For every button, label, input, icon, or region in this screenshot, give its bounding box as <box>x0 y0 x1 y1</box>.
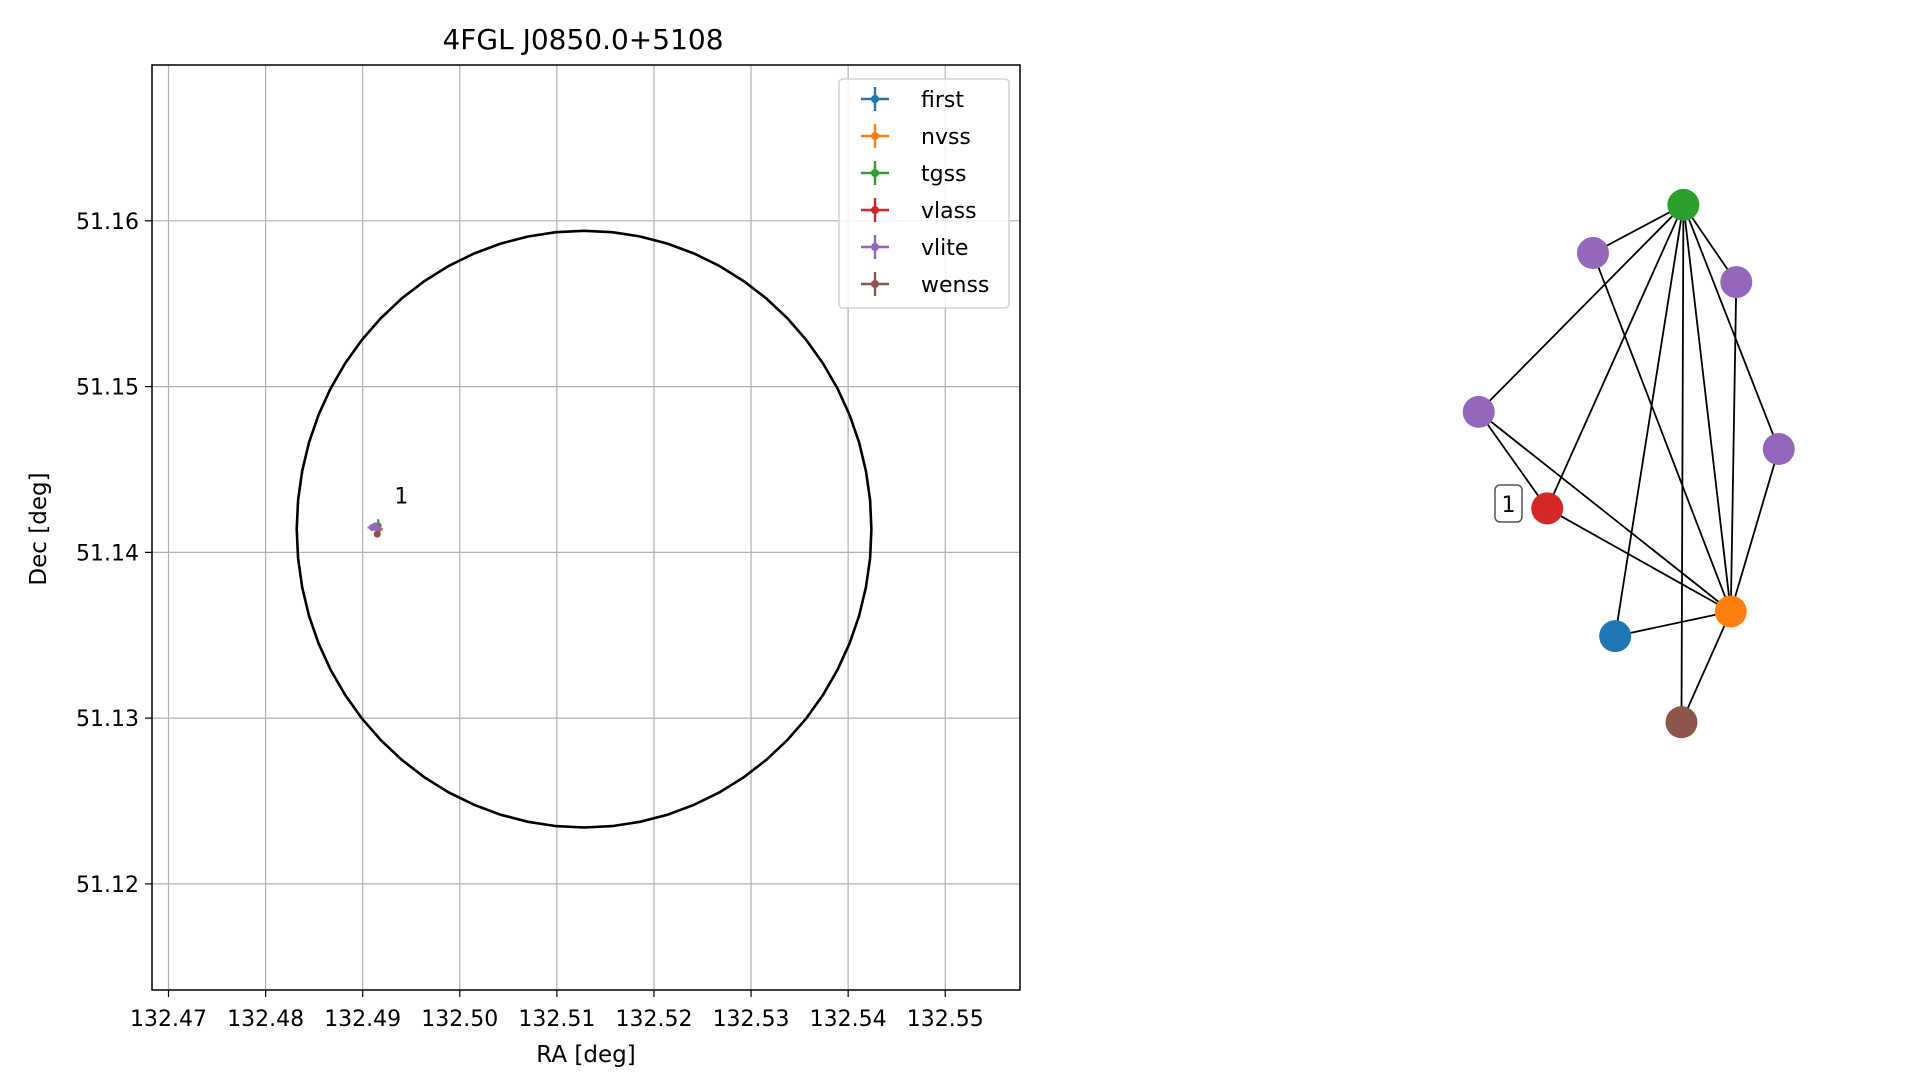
legend-marker-dot <box>871 243 879 251</box>
legend-entry-wenss: wenss <box>861 272 989 298</box>
legend-label: vlite <box>921 236 968 261</box>
legend-marker-dot <box>871 169 879 177</box>
ra-tick-label: 132.51 <box>518 1007 595 1032</box>
sky-plot-title: 4FGL J0850.0+5108 <box>442 23 723 56</box>
edge-tgss-vlite_d <box>1682 204 1780 450</box>
legend-label: vlass <box>921 199 977 224</box>
legend: first nvss tgss vlass vlite wenss <box>838 78 1010 309</box>
edge-tgss-first <box>1614 204 1685 637</box>
node-vlite_b <box>1720 266 1753 299</box>
component-label-text: 1 <box>1502 493 1516 518</box>
ra-tick-label: 132.52 <box>615 1007 692 1032</box>
ra-axis-label: RA [deg] <box>536 1042 635 1068</box>
ra-tick-label: 132.54 <box>810 1007 887 1032</box>
legend-label: nvss <box>921 125 971 150</box>
dec-tick-label: 51.12 <box>76 873 139 898</box>
dec-tick-label: 51.14 <box>76 541 139 566</box>
edge-vlass-nvss <box>1546 507 1732 613</box>
node-wenss <box>1665 706 1698 739</box>
network-nodes-layer <box>1462 188 1795 739</box>
network-graph-panel: 1 <box>1462 188 1795 739</box>
ra-tick-label: 132.48 <box>227 1007 304 1032</box>
legend-label: tgss <box>921 162 967 187</box>
dec-tick-label: 51.15 <box>76 376 139 401</box>
edge-vlite_d-nvss <box>1729 448 1780 612</box>
node-vlite_d <box>1762 433 1795 466</box>
legend-marker-dot <box>871 206 879 214</box>
ra-tick-label: 132.55 <box>907 1007 984 1032</box>
node-vlass <box>1531 492 1564 525</box>
edge-wenss-nvss <box>1680 611 1732 723</box>
source-number-annotation: 1 <box>394 484 408 509</box>
dec-tick-label: 51.16 <box>76 210 139 235</box>
ra-tick-label: 132.49 <box>324 1007 401 1032</box>
data-point-wenss <box>373 530 381 538</box>
error-ellipse-layer <box>295 229 873 829</box>
component-label: 1 <box>1494 484 1523 523</box>
component-label-box <box>1494 484 1523 523</box>
node-tgss <box>1667 188 1700 221</box>
legend-label: first <box>921 88 964 113</box>
edge-tgss-nvss <box>1682 204 1732 612</box>
ra-axis-ticks: 132.47 132.48 132.49 132.50 132.51 132.52 132.… <box>130 990 984 1032</box>
dec-tick-label: 51.13 <box>76 707 139 732</box>
network-edges-layer <box>1477 204 1780 723</box>
legend-entry-first: first <box>861 87 964 113</box>
node-nvss <box>1714 595 1747 628</box>
dec-axis-label: Dec [deg] <box>26 472 52 585</box>
edge-tgss-vlite_a <box>1592 204 1684 254</box>
legend-entry-nvss: nvss <box>861 124 971 150</box>
sky-points-layer <box>367 519 384 538</box>
edge-vlite_c-nvss <box>1478 411 1732 613</box>
legend-entries: first nvss tgss vlass vlite wenss <box>861 87 989 298</box>
legend-marker-dot <box>871 132 879 140</box>
ra-tick-label: 132.53 <box>713 1007 790 1032</box>
legend-marker-dot <box>871 95 879 103</box>
point-marker <box>371 522 379 530</box>
node-first <box>1599 620 1632 653</box>
edge-vlite_c-vlass <box>1477 411 1548 509</box>
edge-vlite_b-nvss <box>1729 282 1738 612</box>
edge-tgss-wenss <box>1680 204 1685 723</box>
ra-tick-label: 132.47 <box>130 1007 207 1032</box>
node-vlite_c <box>1462 395 1495 428</box>
legend-label: wenss <box>921 273 989 298</box>
node-vlite_a <box>1576 237 1609 270</box>
edge-tgss-vlite_c <box>1478 204 1685 413</box>
point-marker <box>373 530 381 538</box>
legend-entry-vlite: vlite <box>861 235 968 261</box>
legend-entry-tgss: tgss <box>861 161 967 187</box>
legend-entry-vlass: vlass <box>861 198 977 224</box>
edge-first-nvss <box>1614 610 1731 638</box>
error-ellipse <box>295 229 873 829</box>
edge-vlite_a-nvss <box>1592 252 1732 612</box>
legend-marker-dot <box>871 280 879 288</box>
edge-tgss-vlass <box>1546 204 1685 509</box>
data-point-vlite <box>371 522 379 530</box>
ra-tick-label: 132.50 <box>421 1007 498 1032</box>
sky-plot-frame <box>151 64 1021 991</box>
sky-plot-panel: 4FGL J0850.0+5108 1 132.47 132.48 132.49 13… <box>26 23 1021 1068</box>
dec-axis-ticks: 51.12 51.13 51.14 51.15 51.16 <box>76 210 152 898</box>
